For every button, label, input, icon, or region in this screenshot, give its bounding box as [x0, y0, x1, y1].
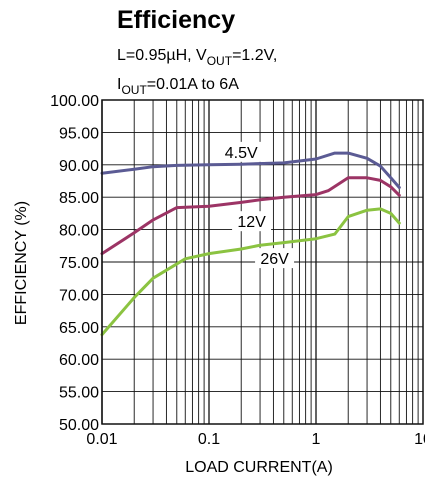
y-tick-label: 60.00: [59, 352, 99, 369]
y-tick-label: 100.00: [50, 93, 99, 110]
chart-subtitle-line2: IOUT=0.01A to 6A: [117, 76, 239, 97]
series-label: 4.5V: [225, 145, 258, 162]
y-tick-label: 75.00: [59, 255, 99, 272]
x-tick-label: 0.01: [86, 431, 117, 448]
y-tick-label: 95.00: [59, 125, 99, 142]
y-tick-label: 55.00: [59, 385, 99, 402]
series-label-bg: [232, 211, 272, 232]
y-tick-label: 90.00: [59, 158, 99, 175]
y-tick-label: 65.00: [59, 320, 99, 337]
x-tick-label: 0.1: [198, 431, 220, 448]
chart-subtitle-line1: L=0.95µH, VOUT=1.2V,: [117, 47, 277, 68]
series-label-bg: [255, 248, 295, 269]
series-line: [100, 207, 401, 337]
y-tick-label: 85.00: [59, 190, 99, 207]
y-tick-label: 80.00: [59, 223, 99, 240]
y-axis-label: EFFICIENCY (%): [13, 201, 30, 325]
series-labels: 4.5V 12V 26V: [217, 141, 295, 269]
plot-frame: [101, 99, 424, 425]
series-line: [100, 176, 401, 256]
series-label-bg: [217, 141, 266, 162]
series-label: 26V: [260, 251, 289, 268]
y-tick-label: 50.00: [59, 417, 99, 434]
x-tick-label: 1: [312, 431, 321, 448]
x-axis-label: LOAD CURRENT(A): [185, 459, 333, 476]
y-tick-label: 70.00: [59, 287, 99, 304]
chart-title: Efficiency: [117, 6, 235, 34]
tick-labels: 100.00 95.00 90.00 85.00 80.00 75.00 70.00 65.0…: [50, 93, 425, 448]
series-lines: [100, 151, 401, 337]
series-line: [100, 151, 401, 189]
x-tick-label: 10: [414, 431, 425, 448]
series-label: 12V: [237, 214, 266, 231]
